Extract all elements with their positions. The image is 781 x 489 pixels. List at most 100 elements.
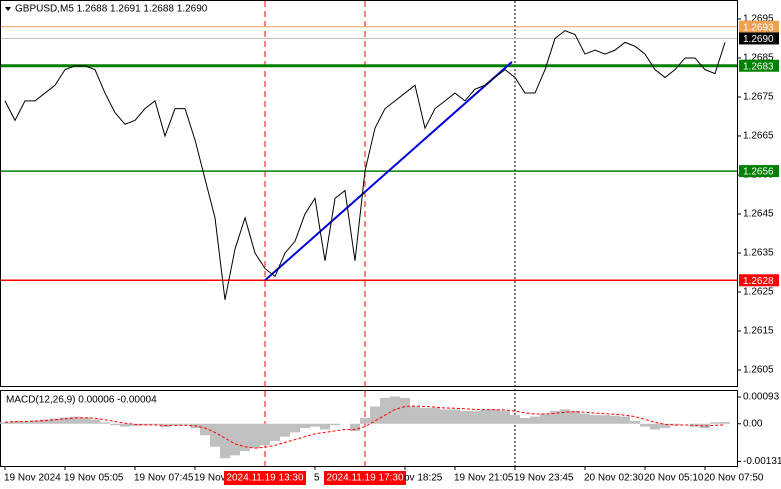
x-tick-label: 20 Nov 07:50 (704, 473, 764, 484)
macd-bar (10, 420, 20, 424)
macd-bar (240, 423, 250, 452)
macd-bar (180, 423, 190, 425)
macd-bar (120, 423, 130, 427)
trend-line (264, 61, 513, 282)
y-tick-label: 1.2695 (743, 14, 774, 25)
macd-bar (540, 413, 550, 424)
macd-bar (80, 417, 90, 424)
macd-bar (630, 420, 640, 424)
macd-bar (490, 409, 500, 424)
macd-bar (620, 416, 630, 424)
x-tick-label: 2024.11.19 13:30 (226, 473, 304, 484)
x-tick-label: 5 (314, 473, 320, 484)
x-tick-label: 19 Nov (194, 473, 226, 484)
macd-bar (450, 409, 460, 424)
macd-bar (320, 423, 330, 430)
macd-bar (250, 423, 260, 449)
y-tick-label: 1.2665 (743, 131, 774, 142)
macd-bar (570, 410, 580, 424)
macd-bar (670, 423, 680, 426)
y-tick-label: 0.00 (743, 418, 763, 429)
macd-bar (100, 422, 110, 424)
signal-line (4, 405, 726, 449)
macd-bar (290, 423, 300, 433)
x-tick-label: 20 Nov 05:10 (644, 473, 704, 484)
macd-bar (110, 423, 120, 426)
x-tick-label: 19 Nov 23:45 (514, 473, 574, 484)
y-tick-label: 1.2685 (743, 53, 774, 64)
macd-bar (660, 423, 670, 429)
macd-bar (150, 423, 160, 425)
macd-bar (330, 423, 340, 426)
macd-bar (420, 407, 430, 424)
macd-bar (20, 421, 30, 424)
level-box (739, 165, 779, 178)
macd-bar (460, 410, 470, 424)
macd-bar (470, 410, 480, 424)
x-tick-label: 19 Nov 21:05 (454, 473, 514, 484)
x-tick-label: 19 Nov 2024 (4, 473, 61, 484)
menu-icon (5, 7, 11, 11)
macd-bar (130, 423, 140, 427)
highlight-box (224, 471, 306, 485)
macd-bar (380, 397, 390, 424)
macd-bar (0, 422, 10, 424)
level-label: 1.2656 (743, 167, 774, 178)
macd-bar (260, 423, 270, 446)
level-box (739, 274, 779, 287)
level-box (739, 32, 779, 45)
macd-bar (230, 423, 240, 456)
macd-bar (170, 423, 180, 426)
macd-bar (50, 418, 60, 424)
macd-bar (390, 396, 400, 424)
macd-bar (220, 423, 230, 459)
level-label: 1.2690 (743, 34, 774, 45)
y-tick-label: 1.2645 (743, 209, 774, 220)
macd-bar (580, 413, 590, 424)
macd-title: MACD(12,26,9) 0.00006 -0.00004 (6, 395, 157, 406)
macd-bar (650, 423, 660, 430)
level-box (739, 20, 779, 33)
x-tick-label: 19 Nov 07:45 (134, 473, 194, 484)
x-tick-label: ov 18:25 (404, 473, 443, 484)
y-tick-label: 1.2605 (743, 365, 774, 376)
macd-bar (310, 423, 320, 427)
y-tick-label: 1.2625 (743, 287, 774, 298)
macd-bar (720, 422, 730, 424)
macd-bar (700, 423, 710, 429)
macd-bar (710, 422, 720, 424)
macd-bar (590, 415, 600, 424)
main-panel (0, 0, 738, 387)
level-label: 1.2693 (743, 22, 774, 33)
macd-bar (300, 423, 310, 429)
macd-bar (360, 418, 370, 424)
macd-bar (560, 409, 570, 424)
macd-bar (400, 397, 410, 424)
price-line (4, 30, 726, 300)
y-tick-label: 1.2675 (743, 92, 774, 103)
x-tick-label: 19 Nov 05:05 (64, 473, 124, 484)
macd-bar (60, 417, 70, 424)
x-tick-label: 2024.11.19 17:30 (326, 473, 404, 484)
macd-bar (280, 423, 290, 437)
macd-bar (370, 406, 380, 424)
level-label: 1.2628 (743, 276, 774, 287)
macd-bar (690, 423, 700, 427)
macd-bar (410, 406, 420, 424)
macd-bar (440, 409, 450, 424)
chart-title: GBPUSD,M5 1.2688 1.2691 1.2688 1.2690 (15, 4, 208, 15)
macd-bar (350, 423, 360, 431)
macd-bar (550, 410, 560, 424)
macd-bar (70, 416, 80, 424)
macd-bar (270, 423, 280, 441)
y-tick-label: 0.00093 (743, 392, 780, 403)
macd-bar (210, 423, 220, 447)
y-tick-label: 1.2615 (743, 326, 774, 337)
y-tick-label: 1.2635 (743, 248, 774, 259)
macd-bar (640, 423, 650, 427)
macd-bar (520, 418, 530, 424)
macd-bar (90, 419, 100, 424)
macd-bar (530, 416, 540, 424)
level-box (739, 59, 779, 72)
